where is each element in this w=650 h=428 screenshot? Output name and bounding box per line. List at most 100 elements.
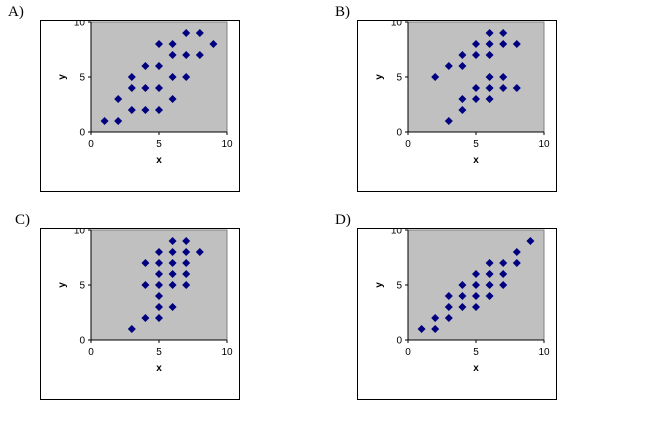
data-point bbox=[485, 73, 494, 81]
data-point bbox=[127, 84, 136, 92]
data-point bbox=[195, 248, 204, 256]
data-point bbox=[155, 292, 163, 300]
x-tick-label: 10 bbox=[221, 139, 233, 150]
data-point bbox=[499, 281, 508, 289]
data-point bbox=[485, 270, 494, 278]
data-point bbox=[168, 73, 177, 81]
y-tick-label: 0 bbox=[396, 336, 402, 347]
data-point bbox=[114, 117, 123, 125]
data-point bbox=[155, 303, 163, 311]
data-point bbox=[168, 51, 177, 59]
y-tick-label: 0 bbox=[79, 336, 85, 347]
option-label-d: D) bbox=[335, 212, 351, 228]
data-point bbox=[155, 40, 163, 48]
data-point bbox=[512, 84, 521, 92]
y-tick-label: 10 bbox=[74, 228, 86, 237]
plot-area bbox=[407, 21, 545, 133]
data-point bbox=[499, 259, 508, 267]
data-point bbox=[485, 95, 494, 103]
data-point bbox=[127, 73, 136, 81]
data-point bbox=[458, 51, 467, 59]
data-point bbox=[417, 325, 426, 333]
scatter-chart-a: 0 5 10 0 5 10 x y bbox=[40, 20, 240, 220]
y-tick-label: 5 bbox=[396, 73, 402, 84]
data-point bbox=[155, 270, 163, 278]
data-point bbox=[472, 40, 480, 48]
x-axis-title: x bbox=[156, 155, 162, 166]
data-point bbox=[485, 281, 494, 289]
data-point bbox=[155, 248, 163, 256]
data-point bbox=[155, 259, 163, 267]
data-point bbox=[458, 106, 467, 114]
option-label-c: C) bbox=[15, 212, 30, 228]
scatter-chart-c: 0 5 10 0 5 10 x y bbox=[40, 228, 240, 428]
data-point bbox=[141, 106, 150, 114]
data-point bbox=[182, 248, 191, 256]
x-tick-label: 5 bbox=[156, 139, 162, 150]
y-axis-title: y bbox=[374, 282, 385, 288]
y-axis-title: y bbox=[57, 74, 68, 80]
y-tick-label: 5 bbox=[396, 281, 402, 292]
data-point bbox=[444, 303, 453, 311]
data-point bbox=[499, 40, 508, 48]
data-point bbox=[168, 40, 177, 48]
data-point bbox=[182, 73, 191, 81]
x-tick-label: 0 bbox=[88, 347, 94, 358]
data-point bbox=[155, 62, 163, 70]
data-point bbox=[155, 281, 163, 289]
data-point bbox=[458, 62, 467, 70]
data-point bbox=[168, 248, 177, 256]
data-point bbox=[114, 95, 123, 103]
data-point bbox=[182, 29, 191, 37]
y-tick-label: 0 bbox=[396, 128, 402, 139]
data-point bbox=[444, 117, 453, 125]
data-point bbox=[195, 29, 204, 37]
data-point bbox=[499, 29, 508, 37]
y-axis-title: y bbox=[374, 74, 385, 80]
y-axis-title: y bbox=[57, 282, 68, 288]
x-axis-title: x bbox=[473, 363, 479, 374]
data-point bbox=[458, 303, 467, 311]
scatter-chart-b: 0 5 10 0 5 10 x y bbox=[357, 20, 557, 220]
data-point bbox=[512, 40, 521, 48]
data-point bbox=[141, 314, 150, 322]
chart-svg-b: 0 5 10 0 5 10 x y bbox=[357, 20, 557, 192]
data-point bbox=[431, 314, 440, 322]
data-point bbox=[458, 95, 467, 103]
data-point bbox=[472, 84, 480, 92]
x-tick-label: 10 bbox=[221, 347, 233, 358]
data-point bbox=[168, 95, 177, 103]
data-point bbox=[182, 281, 191, 289]
data-point bbox=[431, 325, 440, 333]
x-tick-label: 5 bbox=[473, 139, 479, 150]
data-point bbox=[141, 259, 150, 267]
chart-svg-d: 0 5 10 0 5 10 x y bbox=[357, 228, 557, 400]
data-point bbox=[168, 259, 177, 267]
data-point bbox=[444, 62, 453, 70]
x-tick-label: 5 bbox=[156, 347, 162, 358]
data-point bbox=[472, 303, 480, 311]
data-point bbox=[485, 40, 494, 48]
chart-svg-c: 0 5 10 0 5 10 x y bbox=[40, 228, 240, 400]
data-point bbox=[485, 84, 494, 92]
data-point bbox=[526, 237, 535, 245]
data-point bbox=[485, 292, 494, 300]
data-point bbox=[499, 73, 508, 81]
x-tick-label: 0 bbox=[405, 139, 411, 150]
y-tick-label: 10 bbox=[74, 20, 86, 29]
y-tick-label: 0 bbox=[79, 128, 85, 139]
data-point bbox=[141, 84, 150, 92]
scatter-chart-d: 0 5 10 0 5 10 x y bbox=[357, 228, 557, 428]
data-point bbox=[168, 270, 177, 278]
data-point bbox=[182, 259, 191, 267]
data-point bbox=[472, 270, 480, 278]
y-tick-label: 10 bbox=[391, 20, 403, 29]
y-tick-label: 10 bbox=[391, 228, 403, 237]
data-point bbox=[155, 106, 163, 114]
data-point bbox=[458, 292, 467, 300]
y-tick-label: 5 bbox=[79, 281, 85, 292]
x-tick-label: 10 bbox=[538, 347, 550, 358]
data-point bbox=[444, 314, 453, 322]
x-axis-title: x bbox=[473, 155, 479, 166]
data-point bbox=[472, 95, 480, 103]
